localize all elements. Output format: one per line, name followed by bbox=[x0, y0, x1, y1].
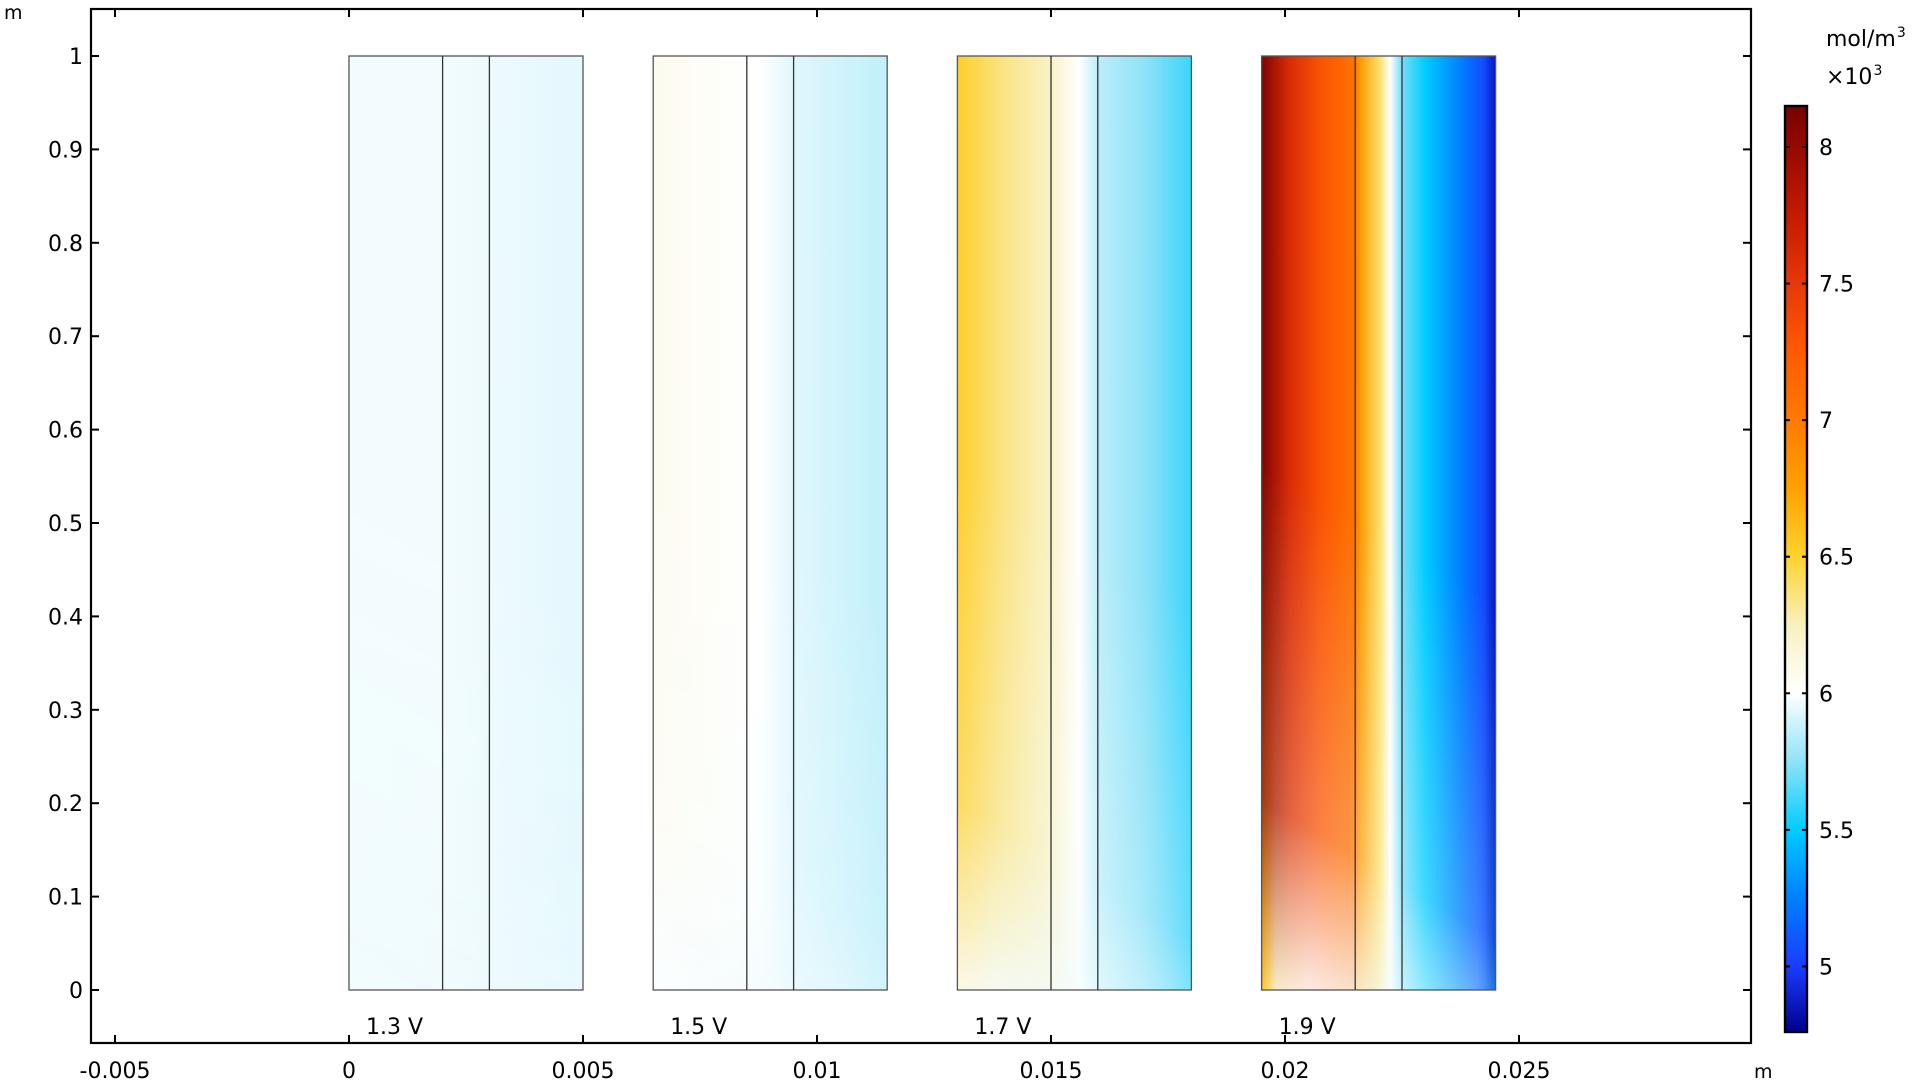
colorbar-tick-label: 7 bbox=[1819, 409, 1833, 434]
colorbar: 5 5.5 6 6.5 7 7.5 8 bbox=[1783, 104, 1854, 1034]
colorbar-outline bbox=[1783, 104, 1809, 1034]
colorbar-tick-label: 8 bbox=[1819, 136, 1833, 161]
y-tick-label: 0 bbox=[69, 979, 83, 1004]
x-tick-label: 0.005 bbox=[552, 1059, 615, 1080]
colorbar-gradient bbox=[1785, 106, 1807, 1032]
y-tick-label: 0.8 bbox=[48, 232, 83, 257]
domain-field-top bbox=[1261, 56, 1496, 990]
x-tick-label: 0.02 bbox=[1261, 1059, 1310, 1080]
domain-outline bbox=[1260, 55, 1497, 991]
x-tick-label: 0.01 bbox=[793, 1059, 842, 1080]
y-tick-label: 0.5 bbox=[48, 512, 83, 537]
y-axis-unit-label: m bbox=[4, 2, 23, 24]
plot-frame bbox=[89, 7, 1753, 1045]
domains-layer: 1.3 V 1.5 V 1.7 V 1.9 V bbox=[348, 55, 1497, 1040]
domain-voltage-label: 1.9 V bbox=[1279, 1015, 1336, 1040]
domain-outline bbox=[348, 55, 584, 991]
domain-1-5-v: 1.5 V bbox=[652, 55, 888, 1040]
colorbar-tick-label: 6.5 bbox=[1819, 546, 1854, 571]
domain-voltage-label: 1.3 V bbox=[366, 1015, 423, 1040]
domain-field-top bbox=[957, 56, 1192, 990]
colorbar-tick-label: 6 bbox=[1819, 682, 1833, 707]
domain-1-9-v: 1.9 V bbox=[1260, 55, 1497, 1040]
y-tick-label: 0.1 bbox=[48, 886, 83, 911]
domain-outline bbox=[652, 55, 888, 991]
domain-voltage-label: 1.7 V bbox=[974, 1015, 1031, 1040]
domain-outline bbox=[956, 55, 1193, 991]
domain-1-3-v: 1.3 V bbox=[348, 55, 584, 1040]
x-tick-label: 0 bbox=[342, 1059, 356, 1080]
colorbar-unit-label: mol/m3 bbox=[1826, 25, 1906, 52]
axes-frame: -0.005 0 0.005 0.01 0.015 0.02 0.025 0 0.1 0.2 0.3… bbox=[4, 2, 1773, 1080]
y-tick-label: 1 bbox=[69, 45, 83, 70]
y-tick-label: 0.6 bbox=[48, 419, 83, 444]
colorbar-tick-label: 5.5 bbox=[1819, 819, 1854, 844]
y-tick-label: 0.4 bbox=[48, 605, 83, 630]
domain-field-top bbox=[653, 56, 888, 990]
x-axis-unit-label: m bbox=[1754, 1061, 1773, 1080]
y-tick-label: 0.7 bbox=[48, 325, 83, 350]
y-tick-label: 0.2 bbox=[48, 792, 83, 817]
x-tick-label: 0.015 bbox=[1020, 1059, 1083, 1080]
colorbar-tick-label: 5 bbox=[1819, 955, 1833, 980]
y-tick-label: 0.3 bbox=[48, 699, 83, 724]
y-tick-label: 0.9 bbox=[48, 138, 83, 163]
x-tick-label: -0.005 bbox=[80, 1059, 151, 1080]
x-tick-label: 0.025 bbox=[1488, 1059, 1551, 1080]
domain-1-7-v: 1.7 V bbox=[956, 55, 1193, 1040]
colorbar-tick-label: 7.5 bbox=[1819, 273, 1854, 298]
colorbar-scale-label: ×103 bbox=[1826, 63, 1883, 90]
domain-voltage-label: 1.5 V bbox=[670, 1015, 727, 1040]
domain-field-top bbox=[349, 56, 583, 990]
